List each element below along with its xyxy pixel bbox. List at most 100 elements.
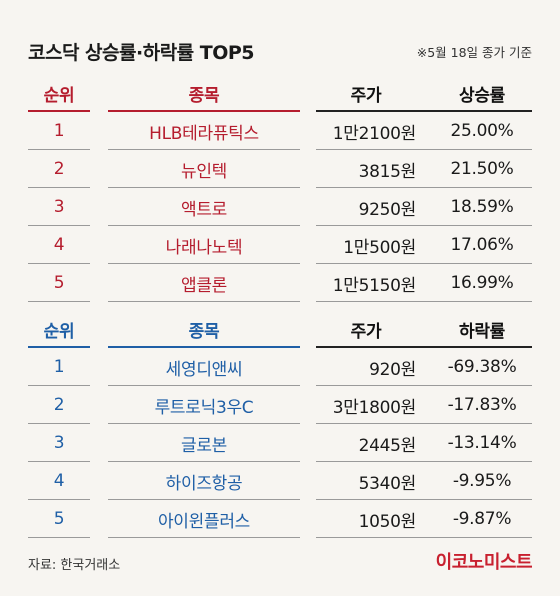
- row-divider: [316, 301, 532, 302]
- rank-cell: 1: [53, 357, 65, 377]
- table-row: 4 하이즈항공 5340원 -9.95%: [28, 462, 532, 500]
- header-divider: [28, 346, 90, 348]
- table-row: 3 액트로 9250원 18.59%: [28, 188, 532, 226]
- row-divider: [28, 537, 90, 538]
- stock-name-cell: 글로본: [180, 435, 228, 456]
- change-cell: -17.83%: [447, 395, 517, 415]
- rank-cell: 3: [53, 197, 65, 217]
- change-cell: 25.00%: [450, 121, 514, 141]
- stock-header: 종목: [188, 85, 220, 106]
- table-row: 5 앱클론 1만5150원 16.99%: [28, 264, 532, 302]
- price-cell: 9250원: [358, 199, 417, 220]
- change-cell: -9.95%: [452, 471, 512, 491]
- row-divider: [28, 423, 90, 424]
- row-divider: [108, 187, 300, 188]
- row-divider: [28, 461, 90, 462]
- change-cell: 21.50%: [450, 159, 514, 179]
- rank-cell: 2: [53, 159, 65, 179]
- row-divider: [108, 149, 300, 150]
- row-divider: [316, 187, 532, 188]
- stock-header: 종목: [188, 321, 220, 342]
- fall-table: 순위 종목 주가 하락률 1 세영디앤씨 920원 -69.38% 2 루트로닉3우C 3만…: [28, 310, 532, 538]
- table-row: 4 나래나노텍 1만500원 17.06%: [28, 226, 532, 264]
- change-cell: 18.59%: [450, 197, 514, 217]
- row-divider: [28, 499, 90, 500]
- rank-cell: 5: [53, 509, 65, 529]
- row-divider: [108, 225, 300, 226]
- header-divider: [108, 346, 300, 348]
- row-divider: [108, 301, 300, 302]
- table-row: 5 아이윈플러스 1050원 -9.87%: [28, 500, 532, 538]
- price-cell: 1050원: [358, 511, 417, 532]
- row-divider: [316, 385, 532, 386]
- change-cell: 16.99%: [450, 273, 514, 293]
- stock-name-cell: 뉴인텍: [180, 161, 228, 182]
- table-row: 2 루트로닉3우C 3만1800원 -17.83%: [28, 386, 532, 424]
- stock-name-cell: 하이즈항공: [165, 473, 243, 494]
- header-divider: [28, 110, 90, 112]
- change-cell: 17.06%: [450, 235, 514, 255]
- stock-name-cell: 나래나노텍: [165, 237, 243, 258]
- row-divider: [108, 537, 300, 538]
- change-header: 상승률: [458, 85, 506, 106]
- fall-table-header: 순위 종목 주가 하락률: [28, 310, 532, 348]
- brand-logo: 이코노미스트: [435, 552, 533, 573]
- price-cell: 1만2100원: [332, 123, 417, 144]
- row-divider: [316, 149, 532, 150]
- row-divider: [316, 263, 532, 264]
- price-cell: 3만1800원: [332, 397, 417, 418]
- stock-name-cell: 아이윈플러스: [157, 511, 251, 532]
- row-divider: [108, 461, 300, 462]
- stock-name-cell: HLB테라퓨틱스: [149, 123, 259, 144]
- change-header: 하락률: [458, 321, 506, 342]
- rank-header: 순위: [43, 85, 75, 106]
- table-row: 2 뉴인텍 3815원 21.50%: [28, 150, 532, 188]
- row-divider: [108, 499, 300, 500]
- table-row: 3 글로본 2445원 -13.14%: [28, 424, 532, 462]
- row-divider: [316, 423, 532, 424]
- change-cell: -13.14%: [447, 433, 517, 453]
- source-note: 자료: 한국거래소: [28, 558, 121, 573]
- change-cell: -69.38%: [447, 357, 517, 377]
- rank-cell: 4: [53, 235, 65, 255]
- date-note: ※5월 18일 종가 기준: [416, 45, 532, 60]
- stock-name-cell: 루트로닉3우C: [154, 397, 254, 418]
- table-row: 1 세영디앤씨 920원 -69.38%: [28, 348, 532, 386]
- rank-cell: 3: [53, 433, 65, 453]
- price-cell: 920원: [369, 359, 416, 380]
- header-divider: [316, 346, 532, 348]
- row-divider: [316, 537, 532, 538]
- row-divider: [28, 187, 90, 188]
- change-cell: -9.87%: [452, 509, 512, 529]
- row-divider: [316, 461, 532, 462]
- rise-table-header: 순위 종목 주가 상승률: [28, 74, 532, 112]
- price-cell: 2445원: [358, 435, 417, 456]
- row-divider: [108, 423, 300, 424]
- row-divider: [28, 263, 90, 264]
- price-header: 주가: [350, 321, 382, 342]
- row-divider: [316, 499, 532, 500]
- stock-name-cell: 앱클론: [180, 275, 228, 296]
- rank-header: 순위: [43, 321, 75, 342]
- row-divider: [28, 225, 90, 226]
- price-cell: 3815원: [358, 161, 417, 182]
- row-divider: [108, 263, 300, 264]
- rank-cell: 5: [53, 273, 65, 293]
- row-divider: [316, 225, 532, 226]
- page-title: 코스닥 상승률·하락률 TOP5: [28, 42, 255, 64]
- price-header: 주가: [350, 85, 382, 106]
- rank-cell: 4: [53, 471, 65, 491]
- table-row: 1 HLB테라퓨틱스 1만2100원 25.00%: [28, 112, 532, 150]
- stock-name-cell: 세영디앤씨: [165, 359, 243, 380]
- price-cell: 1만500원: [343, 237, 416, 258]
- header-divider: [108, 110, 300, 112]
- price-cell: 1만5150원: [332, 275, 417, 296]
- row-divider: [28, 149, 90, 150]
- header-divider: [316, 110, 532, 112]
- stock-name-cell: 액트로: [180, 199, 228, 220]
- rank-cell: 1: [53, 121, 65, 141]
- row-divider: [28, 301, 90, 302]
- row-divider: [28, 385, 90, 386]
- rise-table: 순위 종목 주가 상승률 1 HLB테라퓨틱스 1만2100원 25.00% 2 뉴인텍 3…: [28, 74, 532, 302]
- price-cell: 5340원: [358, 473, 417, 494]
